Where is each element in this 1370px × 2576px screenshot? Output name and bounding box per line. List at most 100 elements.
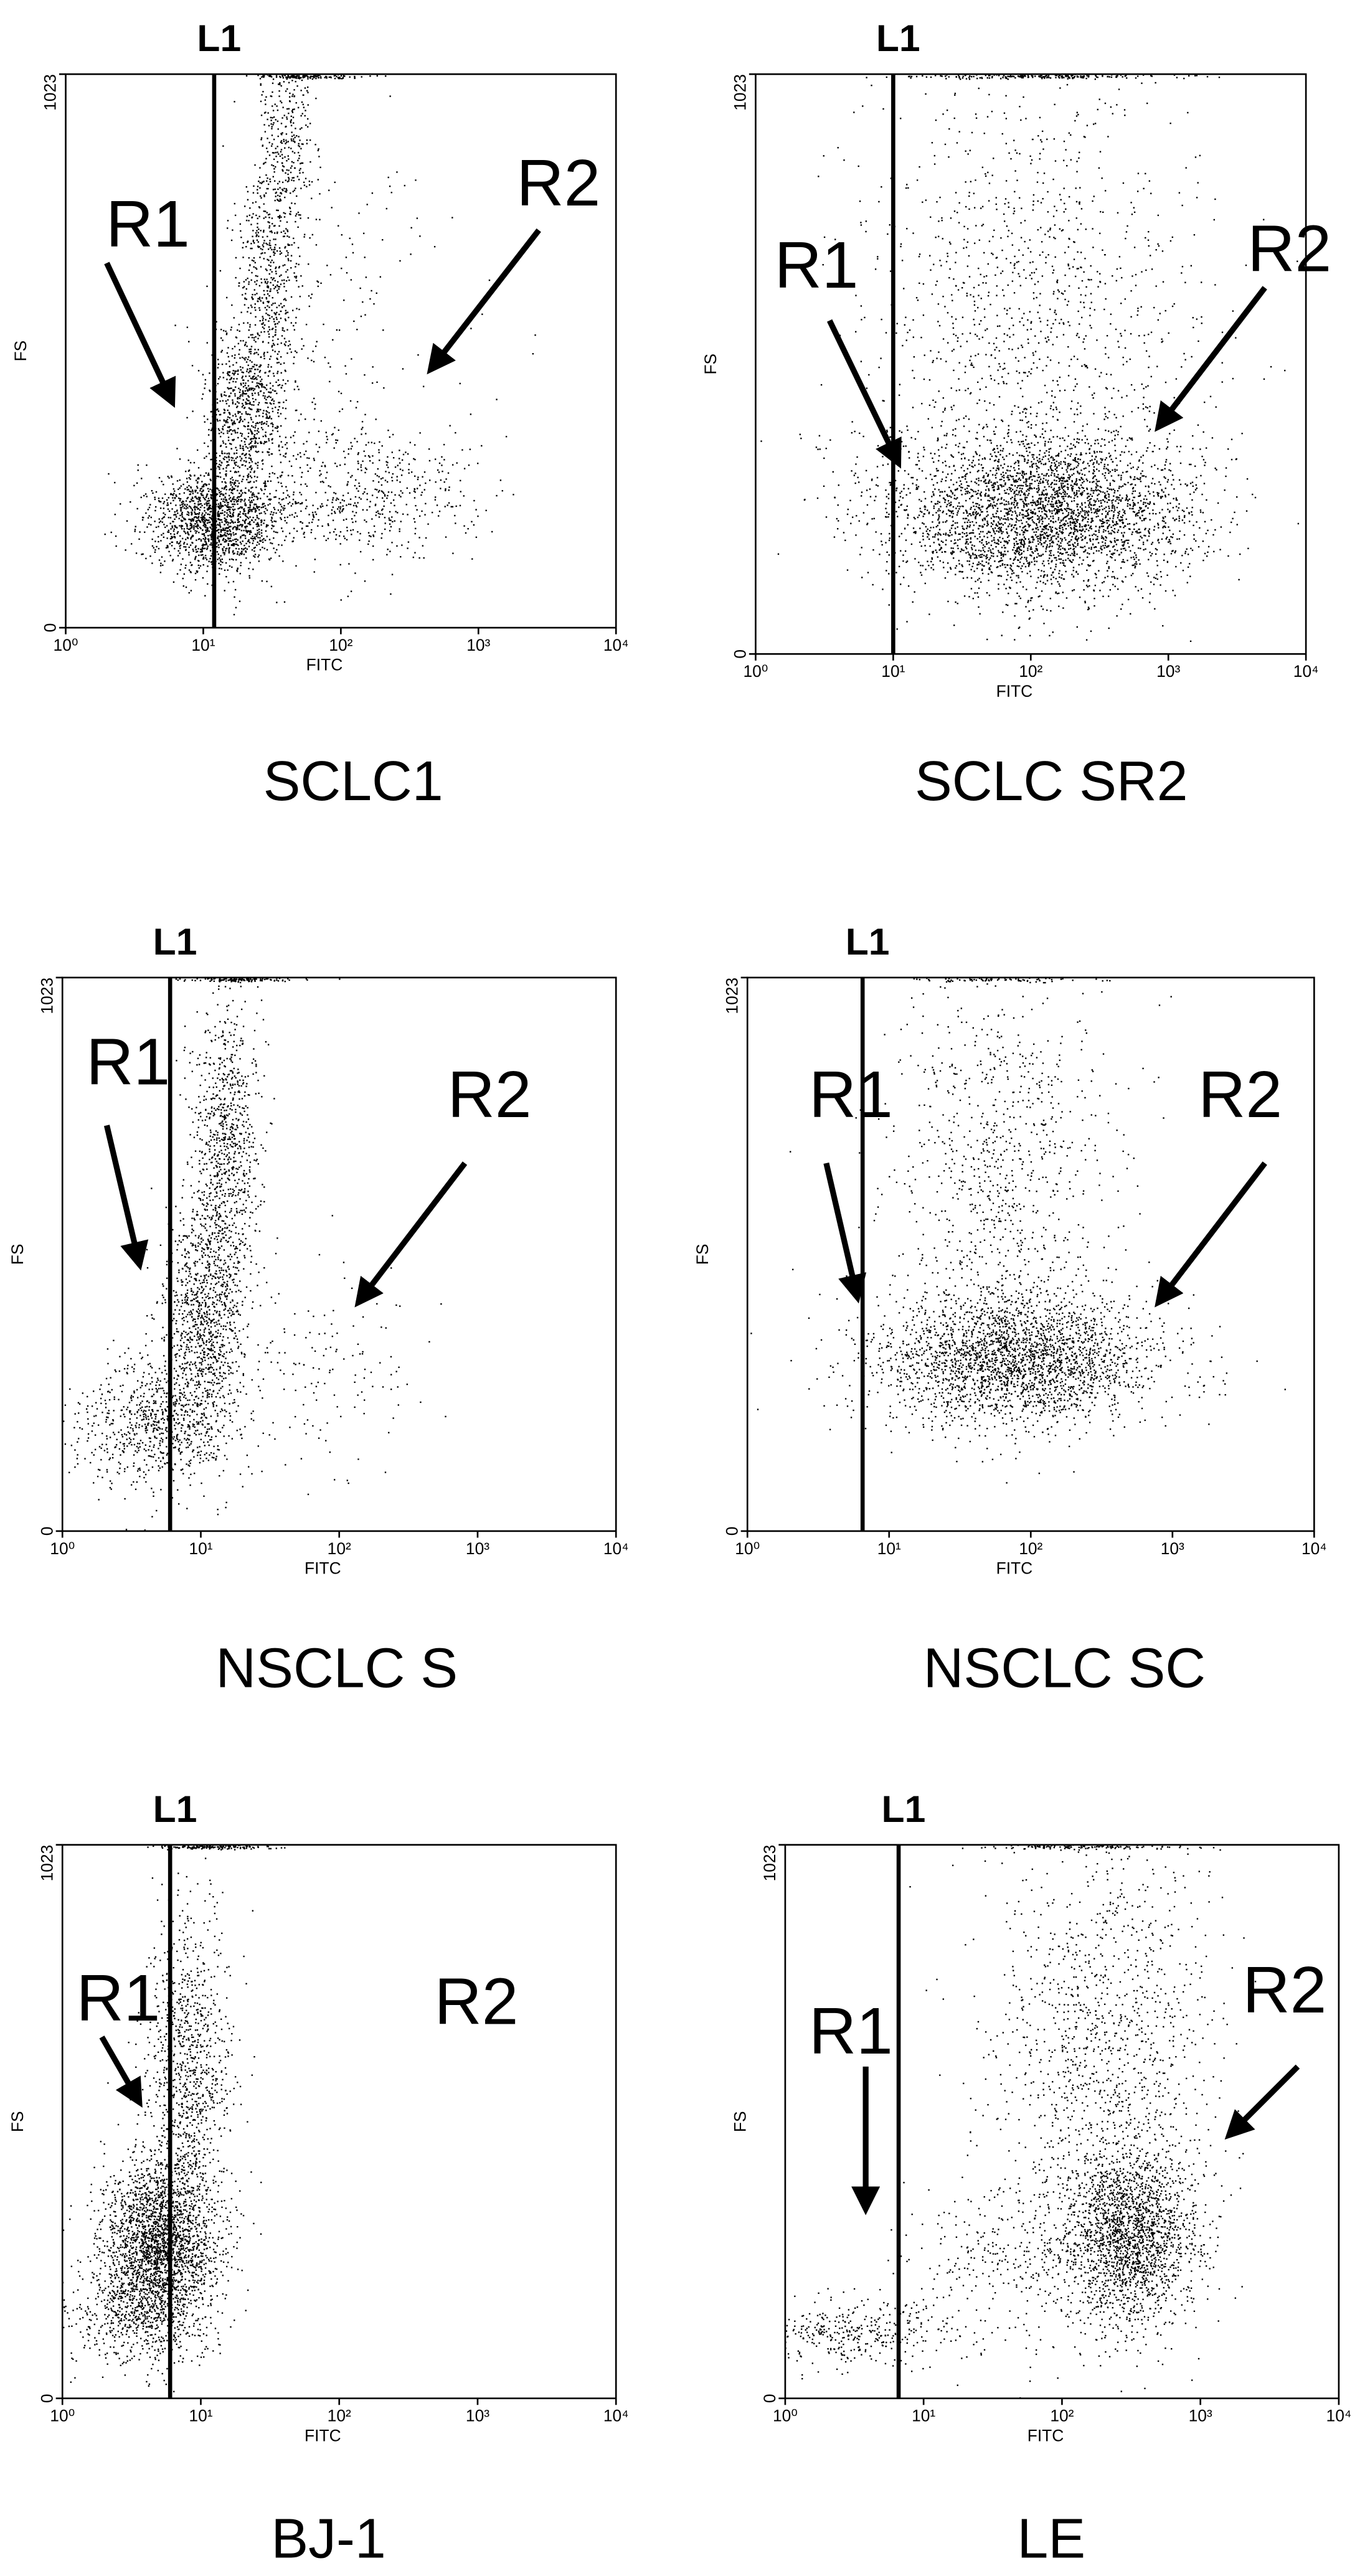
- panel-title: SCLC SR2: [915, 750, 1188, 813]
- arrow: [826, 319, 902, 469]
- gate-label: L1: [153, 920, 197, 963]
- dot-cloud: [219, 109, 319, 463]
- dot-cloud: [790, 977, 1172, 1484]
- y-tick-label: 1023: [41, 74, 60, 111]
- region-2-label: R2: [1242, 1953, 1326, 2027]
- y-tick-label: 1023: [731, 74, 750, 111]
- x-tick-label: 10³: [1189, 2407, 1212, 2425]
- y-tick-label: 1023: [37, 1845, 56, 1882]
- dot-cloud: [1018, 2083, 1243, 2392]
- arrow: [1155, 1161, 1267, 1308]
- arrow: [354, 1161, 468, 1308]
- dot-cloud: [245, 74, 387, 80]
- x-tick-label: 10¹: [189, 1539, 212, 1558]
- panel: 10⁰ 10¹ 10² 10³ 10⁴ 0 1023 FITC FS L1 R1 R2 BJ-1: [8, 1788, 629, 2570]
- y-axis-label: FS: [701, 354, 720, 375]
- panel-title: BJ-1: [271, 2508, 385, 2570]
- x-tick-label: 10²: [328, 2407, 351, 2425]
- y-tick-label: 0: [37, 2394, 56, 2403]
- y-tick-label: 0: [41, 623, 60, 633]
- y-tick-label: 0: [722, 1527, 741, 1536]
- y-axis-label: FS: [8, 2111, 27, 2132]
- y-axis-label: FS: [8, 1244, 27, 1265]
- x-tick-label: 10³: [466, 2407, 489, 2425]
- x-tick-label: 10⁰: [735, 1539, 760, 1558]
- dot-cloud: [141, 1150, 267, 1509]
- arrow: [427, 228, 541, 375]
- x-axis-label: FITC: [305, 2426, 341, 2445]
- gate-label: L1: [876, 17, 920, 59]
- dot-cloud: [961, 1844, 1215, 1851]
- x-tick-label: 10⁴: [603, 636, 629, 654]
- dot-cloud: [62, 2092, 262, 2392]
- x-tick-label: 10³: [1161, 1539, 1184, 1558]
- arrow: [99, 2036, 143, 2108]
- x-axis-label: FITC: [305, 1559, 341, 1577]
- arrow: [104, 262, 176, 408]
- arrow: [1155, 286, 1267, 432]
- gate-label: L1: [197, 17, 241, 59]
- dot-cloud: [179, 1215, 446, 1511]
- x-axis-label: FITC: [1028, 2426, 1064, 2445]
- y-axis-label: FS: [731, 2111, 750, 2132]
- x-tick-label: 10⁰: [773, 2407, 798, 2425]
- y-tick-label: 1023: [760, 1845, 779, 1882]
- region-2-label: R2: [516, 146, 600, 220]
- panel: 10⁰ 10¹ 10² 10³ 10⁴ 0 1023 FITC FS L1 R1 R2 NSCLC SC: [693, 920, 1327, 1699]
- dot-cloud: [62, 1315, 390, 1531]
- x-tick-label: 10³: [466, 636, 490, 654]
- x-tick-label: 10⁰: [50, 2407, 75, 2425]
- region-1-label: R1: [809, 1994, 893, 2068]
- arrow: [103, 1125, 149, 1271]
- x-tick-label: 10⁴: [1302, 1539, 1327, 1558]
- panel: 10⁰ 10¹ 10² 10³ 10⁴ 0 1023 FITC FS L1 R1 R2 SCLC1: [11, 17, 629, 813]
- region-1-label: R1: [106, 187, 190, 261]
- x-tick-label: 10³: [466, 1539, 489, 1558]
- plot-frame: [755, 73, 1307, 655]
- dot-cloud: [866, 74, 1221, 80]
- region-1-label: R1: [809, 1058, 893, 1131]
- x-tick-label: 10³: [1156, 662, 1180, 681]
- dot-cloud: [174, 977, 341, 984]
- y-tick-label: 0: [731, 649, 750, 659]
- region-2-label: R2: [448, 1058, 532, 1131]
- region-1-label: R1: [86, 1025, 170, 1098]
- x-tick-label: 10⁴: [603, 1539, 629, 1558]
- dot-cloud: [107, 1846, 262, 2342]
- region-2-label: R2: [435, 1965, 519, 2038]
- dot-cloud: [174, 95, 536, 603]
- x-tick-label: 10¹: [912, 2407, 935, 2425]
- dot-cloud: [186, 390, 514, 595]
- dot-cloud: [909, 1844, 1257, 2399]
- panel: 10⁰ 10¹ 10² 10³ 10⁴ 0 1023 FITC FS L1 R1 R2 LE: [731, 1788, 1352, 2570]
- dot-cloud: [188, 276, 313, 556]
- region-1-label: R1: [775, 229, 859, 302]
- y-axis-label: FS: [11, 341, 30, 362]
- y-axis-label: FS: [693, 1244, 712, 1265]
- gate-label: L1: [153, 1788, 197, 1830]
- panel: 10⁰ 10¹ 10² 10³ 10⁴ 0 1023 FITC FS L1 R1 R2 SCLC SR2: [701, 17, 1331, 813]
- arrow: [823, 1162, 867, 1304]
- y-tick-label: 0: [37, 1527, 56, 1536]
- x-axis-label: FITC: [306, 656, 343, 674]
- dot-cloud: [913, 977, 1111, 984]
- panel-title: NSCLC S: [215, 1638, 458, 1700]
- x-tick-label: 10¹: [191, 636, 215, 654]
- region-2-label: R2: [1247, 212, 1331, 286]
- region-2-label: R2: [1198, 1058, 1282, 1131]
- dot-cloud: [750, 1258, 1286, 1473]
- x-tick-label: 10⁰: [50, 1539, 75, 1558]
- y-tick-label: 1023: [37, 978, 56, 1014]
- dot-cloud: [147, 1844, 286, 1851]
- y-tick-label: 0: [760, 2394, 779, 2403]
- x-axis-label: FITC: [996, 1559, 1033, 1577]
- dot-cloud: [785, 2288, 1059, 2380]
- panel-title: LE: [1017, 2508, 1085, 2570]
- x-tick-label: 10²: [1050, 2407, 1074, 2425]
- x-tick-label: 10¹: [189, 2407, 212, 2425]
- x-tick-label: 10⁴: [1293, 662, 1319, 681]
- x-axis-label: FITC: [996, 682, 1033, 701]
- x-tick-label: 10⁰: [743, 662, 768, 681]
